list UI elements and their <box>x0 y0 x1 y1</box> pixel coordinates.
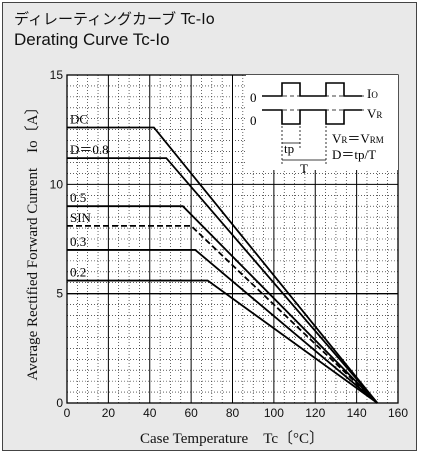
x-tick-label: 0 <box>64 406 71 420</box>
x-tick-label: 120 <box>305 406 325 420</box>
waveform-inset: 0 0 tp T IO VR VR＝VRM D＝tp/T <box>246 75 398 176</box>
y-tick-label: 5 <box>56 287 63 301</box>
series-labels: DC D＝0.8 0.5 SIN 0.3 0.2 <box>70 111 109 279</box>
x-tick-label: 160 <box>388 406 408 420</box>
x-tick-label: 20 <box>102 406 116 420</box>
series-label: SIN <box>70 210 92 225</box>
x-tick-label: 60 <box>184 406 198 420</box>
series-line-SIN <box>67 224 378 404</box>
chart-title-jp: ディレーティングカーブ Tc-Io <box>14 10 215 28</box>
inset-zero-top: 0 <box>250 90 257 105</box>
y-tick-label: 10 <box>50 177 64 191</box>
inset-zero-bottom: 0 <box>250 113 257 128</box>
y-axis-label: Average Rectified Forward Current Io〔A〕 <box>24 100 41 381</box>
series-label: D＝0.8 <box>70 142 109 157</box>
inset-vr-label: VR <box>367 106 382 121</box>
series-line-DC <box>67 126 379 404</box>
y-tick-label: 15 <box>50 68 64 82</box>
series-label: 0.3 <box>70 234 86 249</box>
x-tick-label: 140 <box>347 406 367 420</box>
series-group <box>67 126 379 404</box>
series-line-0.5 <box>67 205 378 404</box>
inset-duty-eq: D＝tp/T <box>332 147 376 162</box>
inset-t-label: T <box>300 161 308 176</box>
series-line-D0.8 <box>67 157 378 404</box>
x-tick-label: 40 <box>143 406 157 420</box>
series-line-0.2 <box>67 279 378 404</box>
y-tick-label: 0 <box>56 396 63 410</box>
inset-tp-label: tp <box>284 141 294 156</box>
chart-title-en: Derating Curve Tc-Io <box>14 30 170 49</box>
x-axis-label: Case Temperature Tc〔°C〕 <box>140 430 324 447</box>
inset-background <box>246 75 398 170</box>
inset-vr-eq: VR＝VRM <box>332 131 384 146</box>
series-label: 0.2 <box>70 265 86 280</box>
tick-labels: 0 20 40 60 80 100 120 140 160 0 5 10 15 <box>50 68 409 420</box>
series-label: DC <box>70 111 88 126</box>
x-tick-label: 80 <box>226 406 240 420</box>
x-tick-label: 100 <box>264 406 284 420</box>
inset-io-label: IO <box>367 86 378 101</box>
series-line-0.3 <box>67 249 378 404</box>
series-label: 0.5 <box>70 190 86 205</box>
plot-border <box>66 74 399 404</box>
